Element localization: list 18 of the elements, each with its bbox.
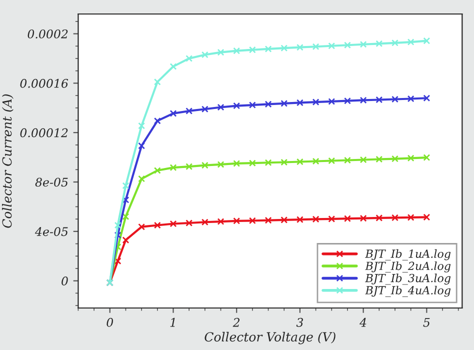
legend-label: BJT_Ib_2uA.log — [365, 261, 451, 273]
legend-label: BJT_Ib_3uA.log — [365, 274, 451, 285]
y-tick-label: 0.00016 — [20, 78, 68, 88]
x-tick-label: 5 — [423, 318, 430, 327]
y-axis-title: Collector Current (A) — [2, 94, 14, 228]
legend-label: BJT_Ib_1uA.log — [365, 249, 451, 260]
y-tick-label: 8e-05 — [35, 178, 68, 187]
x-axis-title: Collector Voltage (V) — [204, 332, 336, 344]
y-tick-label: 0 — [62, 276, 68, 286]
x-tick-label: 4 — [360, 318, 366, 327]
y-tick-label: 4e-05 — [34, 227, 68, 236]
x-tick-label: 2 — [232, 318, 240, 327]
legend-label: BJT_Ib_4uA.log — [365, 286, 451, 297]
y-tick-label: 0.0002 — [28, 29, 68, 38]
y-tick-label: 0.00012 — [20, 128, 68, 138]
x-tick-label: 0 — [106, 318, 114, 327]
x-tick-label: 3 — [296, 318, 303, 327]
x-tick-label: 1 — [170, 318, 175, 327]
